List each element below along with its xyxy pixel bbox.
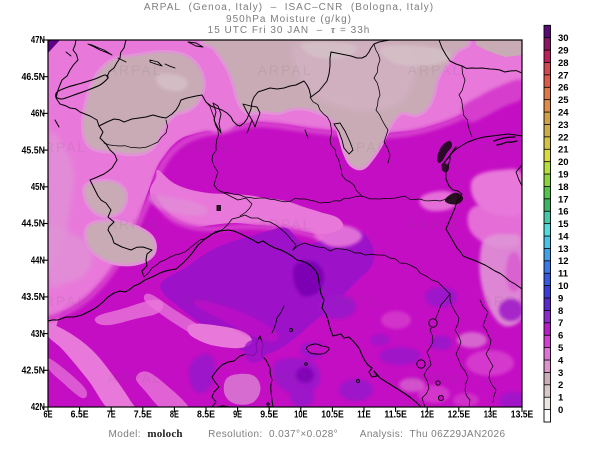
svg-text:22: 22 <box>558 132 569 143</box>
svg-text:16: 16 <box>558 207 569 218</box>
svg-text:44N: 44N <box>31 255 45 266</box>
svg-text:13: 13 <box>558 244 569 255</box>
svg-text:44.5N: 44.5N <box>22 219 46 230</box>
svg-text:6: 6 <box>558 331 563 342</box>
svg-text:ARPAL: ARPAL <box>483 293 538 309</box>
svg-text:11E: 11E <box>357 410 371 421</box>
svg-text:11.5E: 11.5E <box>384 410 407 421</box>
svg-text:2: 2 <box>558 380 563 391</box>
svg-text:7.5E: 7.5E <box>134 410 152 421</box>
svg-text:ARPAL: ARPAL <box>33 139 88 155</box>
svg-text:8: 8 <box>558 306 563 317</box>
svg-text:0: 0 <box>558 405 563 416</box>
svg-text:4: 4 <box>558 355 564 366</box>
svg-text:ARPAL: ARPAL <box>258 62 313 78</box>
svg-text:46.5N: 46.5N <box>22 72 46 83</box>
svg-text:5: 5 <box>558 343 564 354</box>
svg-text:9E: 9E <box>233 410 242 421</box>
svg-text:27: 27 <box>558 70 569 81</box>
svg-text:8.5E: 8.5E <box>197 410 215 421</box>
svg-text:ARPAL: ARPAL <box>183 139 238 155</box>
svg-text:6E: 6E <box>44 410 53 421</box>
svg-text:42.5N: 42.5N <box>22 366 46 377</box>
svg-text:45N: 45N <box>31 182 45 193</box>
svg-text:20: 20 <box>558 157 569 168</box>
svg-text:13E: 13E <box>484 410 498 421</box>
svg-text:7: 7 <box>558 318 563 329</box>
svg-text:13.5E: 13.5E <box>511 410 534 421</box>
svg-text:45.5N: 45.5N <box>22 145 46 156</box>
svg-text:12.5E: 12.5E <box>448 410 471 421</box>
svg-text:29: 29 <box>558 45 569 56</box>
svg-text:ARPAL: ARPAL <box>108 62 163 78</box>
svg-text:28: 28 <box>558 58 569 69</box>
svg-text:11: 11 <box>558 269 569 280</box>
svg-text:43.5N: 43.5N <box>22 292 46 303</box>
svg-text:18: 18 <box>558 182 569 193</box>
svg-text:8E: 8E <box>170 410 179 421</box>
svg-text:10: 10 <box>558 281 569 292</box>
svg-text:12E: 12E <box>421 410 435 421</box>
svg-text:10.5E: 10.5E <box>321 410 344 421</box>
svg-text:ARPAL: ARPAL <box>408 216 463 232</box>
svg-text:46N: 46N <box>31 109 45 120</box>
svg-text:17: 17 <box>558 194 569 205</box>
svg-text:25: 25 <box>558 95 569 106</box>
svg-text:10E: 10E <box>294 410 308 421</box>
svg-text:9: 9 <box>558 293 563 304</box>
svg-text:ARPAL: ARPAL <box>33 293 88 309</box>
svg-text:1: 1 <box>558 393 564 404</box>
svg-text:ARPAL: ARPAL <box>108 370 163 386</box>
svg-text:42N: 42N <box>31 402 45 413</box>
svg-text:43N: 43N <box>31 329 45 340</box>
svg-text:14: 14 <box>558 231 569 242</box>
svg-text:ARPAL: ARPAL <box>408 370 463 386</box>
svg-text:24: 24 <box>558 107 569 118</box>
svg-text:3: 3 <box>558 368 563 379</box>
svg-text:ARPAL: ARPAL <box>408 62 463 78</box>
svg-text:21: 21 <box>558 145 569 156</box>
svg-text:26: 26 <box>558 83 569 94</box>
svg-text:7E: 7E <box>107 410 116 421</box>
svg-text:12: 12 <box>558 256 569 267</box>
svg-text:15: 15 <box>558 219 569 230</box>
svg-text:ARPAL: ARPAL <box>483 139 538 155</box>
svg-text:19: 19 <box>558 169 569 180</box>
svg-text:9.5E: 9.5E <box>260 410 278 421</box>
svg-text:23: 23 <box>558 120 569 131</box>
svg-text:47N: 47N <box>31 35 45 46</box>
svg-text:6.5E: 6.5E <box>71 410 89 421</box>
svg-text:ARPAL: ARPAL <box>183 293 238 309</box>
svg-text:ARPAL: ARPAL <box>108 216 163 232</box>
svg-text:ARPAL: ARPAL <box>258 216 313 232</box>
svg-text:ARPAL: ARPAL <box>333 293 388 309</box>
svg-text:30: 30 <box>558 33 569 44</box>
svg-text:ARPAL: ARPAL <box>333 139 388 155</box>
